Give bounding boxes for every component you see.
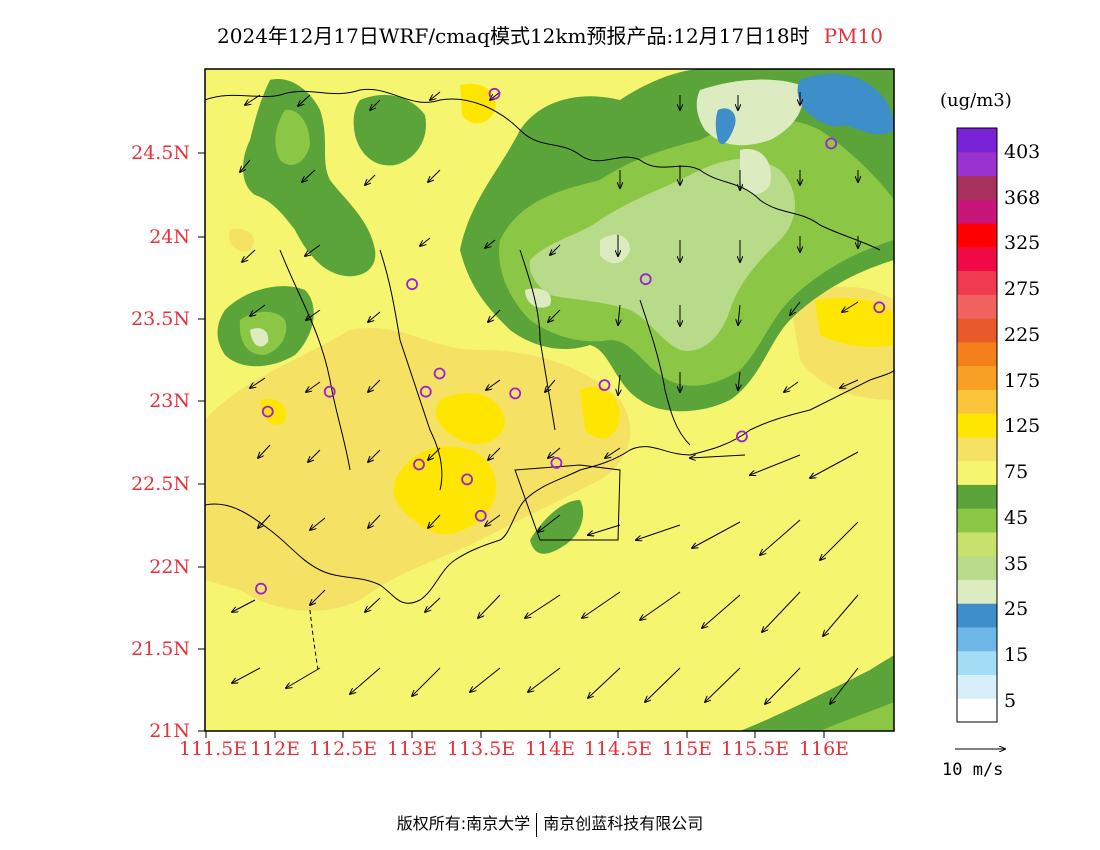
map-title: 2024年12月17日WRF/cmaq模式12km预报产品:12月17日18时 P… — [0, 20, 1100, 49]
station-marker — [509, 387, 522, 400]
wind-vectors — [232, 91, 858, 704]
x-label-112.5E: 112.5E — [308, 738, 378, 760]
title-main: 2024年12月17日WRF/cmaq模式12km预报产品:12月17日18时 — [217, 24, 810, 48]
x-label-112E: 112E — [249, 738, 301, 760]
colorbar-label-368: 368 — [1004, 187, 1041, 209]
concentration-field — [205, 69, 894, 731]
axis-ticks — [198, 152, 825, 738]
x-label-115.5E: 115.5E — [720, 738, 790, 760]
pm10-45-region-se — [740, 655, 894, 731]
colorbar-swatch — [957, 626, 997, 652]
station-marker — [261, 405, 274, 418]
colorbar-label-45: 45 — [1004, 507, 1029, 529]
wind-reference-label: 10 m/s — [942, 760, 1004, 780]
station-marker — [255, 582, 267, 595]
colorbar-swatch — [957, 650, 997, 675]
colorbar-swatch — [957, 151, 997, 177]
colorbar-swatch — [957, 223, 997, 248]
colorbar-label-225: 225 — [1004, 324, 1041, 346]
station-marker — [419, 385, 432, 398]
colorbar-label-15: 15 — [1004, 644, 1029, 666]
y-label-21.5N: 21.5N — [131, 638, 190, 660]
colorbar-swatch — [957, 460, 997, 485]
colorbar-swatch — [957, 413, 997, 438]
colorbar-frame — [956, 127, 998, 723]
colorbar-label-275: 275 — [1004, 278, 1041, 300]
colorbar-label-5: 5 — [1004, 690, 1017, 712]
station-marker — [474, 509, 487, 522]
colorbar-swatch — [957, 246, 997, 272]
colorbar-swatch — [957, 341, 997, 367]
colorbar-swatch — [957, 175, 997, 200]
colorbar-label-75: 75 — [1004, 461, 1029, 483]
station-marker — [488, 87, 501, 100]
y-label-24.5N: 24.5N — [131, 142, 190, 164]
colorbar-label-35: 35 — [1004, 553, 1029, 575]
title-variable: PM10 — [823, 24, 883, 48]
colorbar-label-25: 25 — [1004, 598, 1029, 620]
x-label-116E: 116E — [798, 738, 850, 760]
station-marker — [413, 458, 425, 471]
colorbar-unit: (ug/m3) — [940, 90, 1012, 111]
colorbar — [957, 128, 997, 723]
pm10-125-region — [393, 446, 497, 535]
station-marker — [461, 473, 474, 486]
x-label-111.5E: 111.5E — [178, 738, 248, 760]
y-label-22.5N: 22.5N — [131, 473, 190, 495]
station-marker — [406, 278, 419, 291]
y-label-22N: 22N — [149, 556, 190, 578]
station-marker — [736, 430, 748, 443]
colorbar-swatch — [957, 698, 997, 723]
station-marker — [873, 301, 886, 314]
station-marker — [639, 273, 652, 286]
colorbar-swatch — [957, 603, 997, 628]
x-label-114.5E: 114.5E — [583, 738, 653, 760]
footer-left: 版权所有:南京大学 — [396, 814, 531, 833]
station-marker — [825, 137, 838, 150]
colorbar-swatch — [957, 270, 997, 295]
colorbar-label-175: 175 — [1004, 370, 1041, 392]
colorbar-swatch — [957, 318, 997, 343]
station-marker — [323, 385, 336, 398]
coastline — [205, 369, 894, 604]
station-markers — [255, 87, 886, 595]
x-label-113E: 113E — [386, 738, 438, 760]
footer-right: 南京创蓝科技有限公司 — [543, 814, 704, 833]
colorbar-swatch — [957, 365, 997, 390]
x-label-114E: 114E — [524, 738, 576, 760]
colorbar-label-125: 125 — [1004, 415, 1041, 437]
colorbar-swatch — [957, 484, 997, 509]
colorbar-swatch — [957, 508, 997, 533]
y-label-24N: 24N — [149, 226, 190, 248]
x-label-115E: 115E — [661, 738, 713, 760]
colorbar-swatch — [957, 436, 997, 462]
y-label-23.5N: 23.5N — [131, 308, 190, 330]
colorbar-label-325: 325 — [1004, 232, 1041, 254]
colorbar-swatch — [957, 199, 997, 224]
colorbar-swatch — [957, 555, 997, 580]
station-marker — [550, 456, 563, 469]
y-label-21N: 21N — [149, 720, 190, 742]
footer: 版权所有:南京大学 南京创蓝科技有限公司 — [0, 810, 1100, 837]
footer-divider — [536, 812, 538, 837]
x-label-113.5E: 113.5E — [446, 738, 516, 760]
y-label-23N: 23N — [149, 390, 190, 412]
colorbar-swatch — [957, 579, 997, 604]
colorbar-swatch — [957, 531, 997, 557]
station-marker — [433, 367, 446, 380]
station-marker — [598, 379, 611, 392]
colorbar-swatch — [957, 674, 997, 699]
colorbar-swatch — [957, 389, 997, 414]
colorbar-swatch — [957, 294, 997, 319]
pm10-15-25-region — [797, 73, 894, 135]
colorbar-label-403: 403 — [1004, 141, 1041, 163]
colorbar-swatch — [957, 128, 997, 153]
